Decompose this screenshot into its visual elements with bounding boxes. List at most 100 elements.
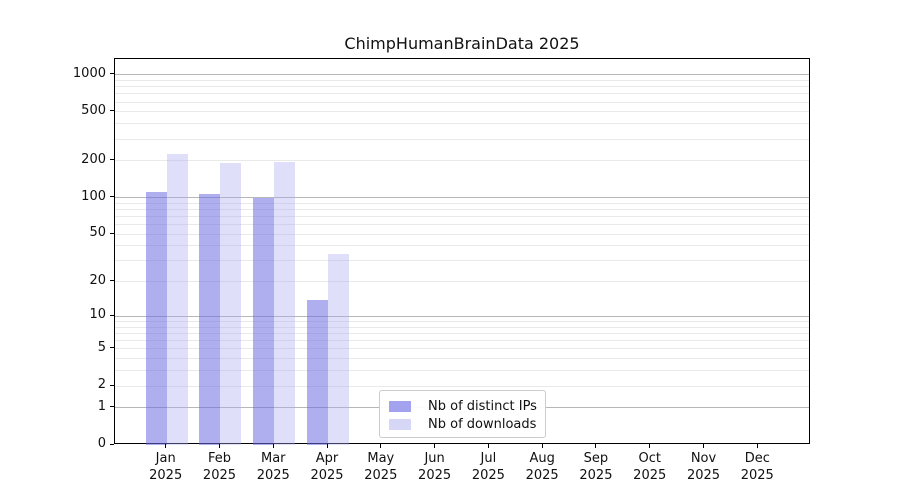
x-tick-year: 2025 [579, 468, 613, 483]
x-tick-label: Jul 2025 [457, 450, 519, 484]
x-tick-mark [703, 444, 704, 448]
x-tick-label: Dec 2025 [726, 450, 788, 484]
x-tick-year: 2025 [149, 468, 183, 483]
gridline-minor [115, 208, 809, 210]
y-tick-mark [110, 73, 114, 75]
y-tick-label: 50 [89, 225, 106, 241]
y-tick-label: 20 [89, 272, 106, 288]
x-tick-month: Nov [690, 451, 717, 466]
x-tick-label: Oct 2025 [619, 450, 681, 484]
gridline-minor [115, 216, 809, 217]
legend: Nb of distinct IPs Nb of downloads [379, 390, 546, 438]
gridline-minor [115, 321, 809, 323]
gridline-minor [115, 93, 809, 95]
x-tick-mark [272, 444, 274, 448]
y-tick-label: 2 [97, 377, 106, 393]
chart-title: ChimpHumanBrainData 2025 [344, 34, 580, 53]
legend-swatch-downloads [389, 418, 411, 430]
gridline-minor [115, 348, 809, 350]
y-tick-mark [110, 443, 114, 445]
x-tick-mark [595, 444, 597, 448]
x-tick-label: Apr 2025 [296, 450, 358, 484]
x-tick-month: Jul [480, 451, 497, 466]
x-tick-label: Jun 2025 [404, 450, 466, 484]
gridline-minor [115, 340, 809, 342]
x-tick-mark [649, 444, 651, 448]
y-tick-mark [110, 384, 114, 386]
gridline-minor [115, 160, 809, 162]
x-tick-label: Feb 2025 [188, 450, 250, 484]
x-tick-mark [165, 444, 167, 448]
bar-downloads [328, 254, 350, 445]
bar-distinct-ips [307, 299, 329, 445]
x-tick-month: Jun [424, 451, 445, 466]
x-tick-month: Mar [260, 451, 286, 466]
bar-downloads [166, 154, 188, 445]
x-tick-mark [326, 444, 328, 448]
x-tick-year: 2025 [525, 468, 559, 483]
gridline-minor [115, 358, 809, 360]
x-tick-year: 2025 [633, 468, 667, 483]
x-tick-year: 2025 [310, 468, 344, 483]
gridline-minor [115, 233, 809, 235]
x-tick-mark [487, 444, 489, 448]
gridline-minor [115, 370, 809, 372]
y-tick-label: 5 [97, 339, 106, 355]
x-tick-month: Apr [315, 451, 339, 466]
x-tick-label: May 2025 [350, 450, 412, 484]
bar-downloads [274, 162, 296, 445]
x-tick-month: May [367, 451, 395, 466]
bar-downloads [220, 163, 242, 445]
y-tick-mark [110, 159, 114, 161]
y-tick-mark [110, 232, 114, 234]
bar-distinct-ips [253, 197, 275, 445]
y-tick-mark [110, 347, 114, 349]
y-tick-label: 500 [81, 102, 106, 118]
x-tick-label: Nov 2025 [673, 450, 735, 484]
y-tick-label: 0 [97, 436, 106, 451]
x-tick-mark [541, 444, 543, 448]
gridline-major [115, 315, 809, 317]
gridline-major [115, 197, 809, 199]
bar-distinct-ips [199, 193, 221, 445]
gridline-minor [115, 123, 809, 125]
legend-swatch-distinct-ips [389, 400, 411, 412]
gridline-major [115, 74, 809, 76]
gridline-minor [115, 245, 809, 247]
legend-label-downloads: Nb of downloads [428, 416, 537, 432]
x-tick-month: Sep [583, 451, 609, 466]
x-tick-label: Mar 2025 [242, 450, 304, 484]
y-tick-label: 1000 [72, 65, 106, 81]
x-tick-year: 2025 [740, 468, 774, 483]
x-tick-mark [756, 444, 758, 448]
legend-label-distinct-ips: Nb of distinct IPs [428, 398, 537, 414]
plot-area [114, 58, 810, 445]
gridline-minor [115, 260, 809, 262]
gridline-minor [115, 326, 809, 328]
legend-item-distinct-ips: Nb of distinct IPs [389, 397, 537, 415]
gridline-minor [115, 79, 809, 81]
gridline-minor [115, 385, 809, 387]
gridline-minor [115, 86, 809, 88]
x-tick-month: Aug [529, 451, 555, 466]
y-tick-label: 200 [81, 151, 106, 167]
y-tick-mark [110, 196, 114, 198]
x-tick-mark [380, 444, 382, 448]
gridline-minor [115, 224, 809, 226]
gridline-minor [115, 111, 809, 113]
y-tick-mark [110, 280, 114, 282]
y-tick-mark [110, 110, 114, 112]
y-tick-label: 100 [81, 188, 106, 204]
legend-item-downloads: Nb of downloads [389, 415, 537, 433]
x-tick-label: Jan 2025 [135, 450, 197, 484]
gridline-minor [115, 202, 809, 204]
x-tick-month: Dec [744, 451, 770, 466]
y-tick-label: 10 [89, 307, 106, 323]
y-tick-mark [110, 314, 114, 316]
gridline-minor [115, 138, 809, 140]
x-tick-month: Jan [155, 451, 176, 466]
gridline-minor [115, 281, 809, 283]
x-tick-year: 2025 [256, 468, 290, 483]
x-tick-mark [218, 444, 220, 448]
